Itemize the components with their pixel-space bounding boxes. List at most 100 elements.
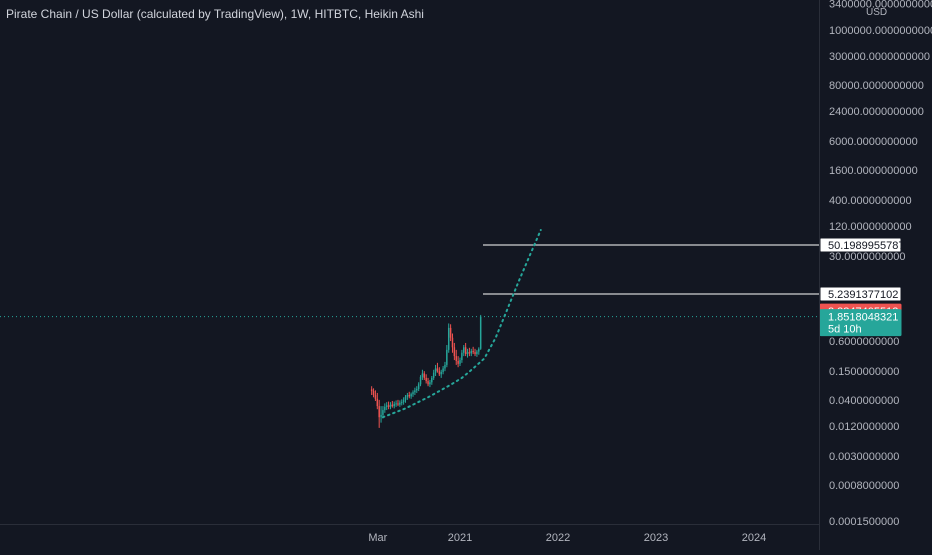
candle — [436, 362, 439, 373]
current-price-label-text: 1.8518048321 — [828, 312, 898, 324]
candle — [391, 400, 394, 408]
candle-body — [432, 372, 435, 378]
candle-body — [425, 377, 427, 382]
candle-body — [453, 347, 456, 357]
candle — [461, 349, 463, 363]
level-price-label-bg — [819, 286, 902, 302]
candle-body — [438, 371, 441, 375]
level-price-label: 5.2391377102 — [819, 286, 902, 302]
candle-body — [463, 347, 465, 353]
candle — [384, 403, 386, 413]
candle-body — [421, 373, 424, 377]
x-tick-label: 2022 — [546, 532, 570, 544]
candle-body — [459, 360, 461, 364]
candle-body — [380, 414, 382, 418]
candle-body — [464, 347, 467, 355]
currency-label: USD — [866, 7, 888, 18]
candle — [370, 386, 373, 396]
candle-body — [429, 382, 431, 385]
candle — [432, 369, 435, 380]
candle-body — [466, 352, 469, 355]
candle-body — [399, 402, 401, 405]
y-tick-label: 0.0001500000 — [829, 516, 899, 528]
candle — [470, 348, 473, 357]
level-price-label: 50.1989955787 — [819, 237, 904, 253]
candle-body — [476, 351, 478, 355]
candle — [449, 324, 452, 342]
level-price-label-text: 50.1989955787 — [828, 240, 904, 252]
candle — [397, 399, 399, 407]
candle — [429, 379, 431, 388]
candle-body — [389, 404, 392, 407]
candle — [455, 349, 457, 365]
y-tick-label: 0.0008000000 — [829, 480, 899, 492]
candle-body — [391, 404, 394, 407]
candle — [440, 369, 442, 378]
candle — [414, 387, 416, 396]
current-price-label-bg — [819, 309, 902, 337]
candle-body — [440, 371, 442, 375]
candle-body — [457, 360, 459, 364]
candle — [402, 397, 405, 405]
candle — [472, 346, 474, 355]
x-tick-label: Mar — [368, 532, 387, 544]
y-tick-label: 3400000.0000000000 — [829, 0, 932, 10]
candle — [447, 323, 450, 353]
candle — [427, 377, 429, 387]
candle-body — [451, 337, 454, 348]
candle — [385, 402, 388, 411]
candle — [425, 374, 427, 384]
y-tick-label: 30.0000000000 — [829, 251, 905, 263]
candles-layer — [370, 314, 482, 428]
candle-body — [416, 388, 418, 391]
candle — [479, 314, 482, 350]
time-axis[interactable]: Mar 2021 2022 2023 2024 — [368, 532, 766, 544]
candle-body — [470, 350, 473, 354]
current-price-label-countdown: 5d 10h — [828, 324, 862, 336]
y-tick-label: 120.0000000000 — [829, 221, 912, 233]
price-axis[interactable]: 3400000.0000000000 1000000.0000000000 3000… — [829, 0, 932, 528]
candle-body — [400, 402, 403, 404]
candle-body — [434, 368, 437, 373]
candle-body — [472, 350, 474, 353]
candle — [476, 349, 478, 357]
candle — [408, 391, 411, 399]
y-tick-label: 24000.0000000000 — [829, 106, 924, 118]
candle-body — [478, 348, 480, 352]
candle — [417, 382, 420, 392]
x-tick-label: 2024 — [742, 532, 766, 544]
candle — [444, 361, 446, 372]
candle — [478, 347, 480, 355]
candle-body — [406, 395, 409, 397]
price-axis-divider — [819, 0, 820, 550]
candle-body — [402, 399, 405, 403]
candle — [446, 345, 448, 368]
candle — [474, 348, 476, 357]
candle-body — [447, 327, 450, 350]
horizontal-levels-layer — [0, 244, 819, 318]
candle-body — [395, 403, 397, 405]
candle-body — [410, 394, 412, 397]
y-tick-label: 400.0000000000 — [829, 195, 912, 207]
candle — [374, 390, 377, 401]
y-tick-label: 80000.0000000000 — [829, 80, 924, 92]
level-price-label-text: 5.2391377102 — [828, 289, 898, 301]
candle-body — [387, 405, 390, 407]
candle — [419, 375, 422, 387]
candle-body — [393, 404, 395, 407]
candle-body — [431, 377, 433, 383]
candle — [434, 364, 437, 377]
candle — [404, 395, 407, 403]
level-price-label-bg — [819, 237, 902, 253]
candle — [457, 356, 459, 368]
y-tick-label: 300000.0000000000 — [829, 51, 930, 63]
candle-body — [423, 373, 426, 378]
candle-body — [384, 406, 386, 411]
chart-title: Pirate Chain / US Dollar (calculated by … — [6, 7, 424, 21]
candle-body — [449, 327, 452, 338]
candle — [410, 392, 412, 399]
candle-body — [417, 384, 420, 389]
candle-body — [444, 364, 446, 369]
candle — [406, 392, 409, 400]
